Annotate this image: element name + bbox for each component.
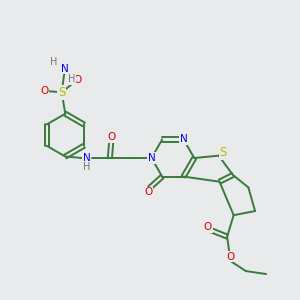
Text: O: O	[73, 75, 81, 85]
Text: H: H	[68, 74, 75, 84]
Text: H: H	[50, 57, 57, 67]
Text: N: N	[180, 134, 188, 145]
Text: O: O	[204, 222, 212, 232]
Text: S: S	[219, 146, 227, 159]
Text: N: N	[83, 153, 91, 163]
Text: O: O	[144, 187, 152, 197]
Text: O: O	[226, 252, 234, 262]
Text: O: O	[40, 86, 49, 96]
Text: S: S	[58, 86, 65, 99]
Text: N: N	[61, 64, 69, 74]
Text: H: H	[83, 162, 90, 172]
Text: O: O	[107, 132, 116, 142]
Text: N: N	[148, 153, 155, 163]
